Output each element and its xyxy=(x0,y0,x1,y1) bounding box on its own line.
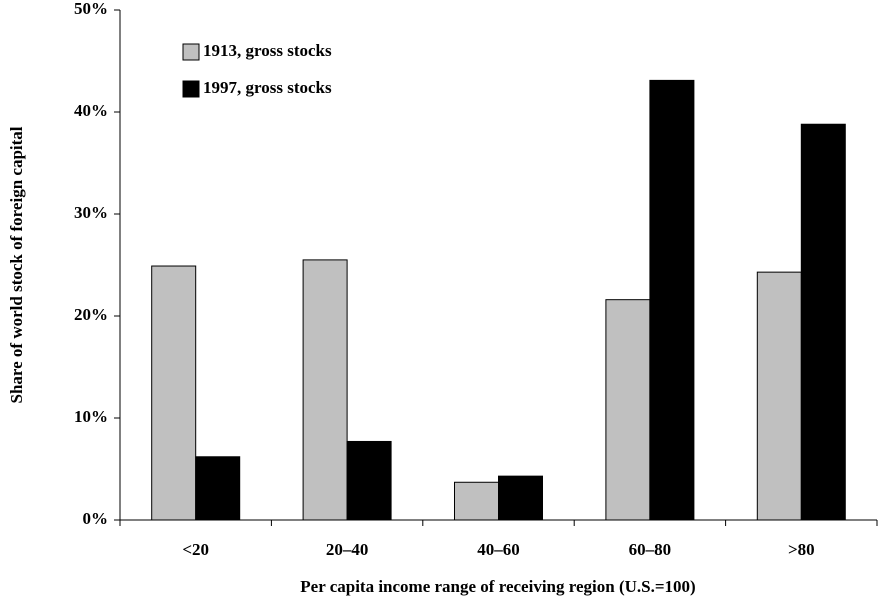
bar xyxy=(454,481,499,521)
x-tick-label: >80 xyxy=(788,540,815,559)
y-tick-label: 10% xyxy=(74,407,108,426)
x-tick-label: 40–60 xyxy=(477,540,520,559)
y-tick-label: 20% xyxy=(74,305,108,324)
y-axis-title: Share of world stock of foreign capital xyxy=(7,126,26,403)
y-tick-label: 30% xyxy=(74,203,108,222)
bar xyxy=(649,79,695,521)
x-axis-title: Per capita income range of receiving reg… xyxy=(300,577,695,596)
bar xyxy=(498,475,543,521)
bar xyxy=(605,299,651,521)
x-tick-label: 60–80 xyxy=(629,540,672,559)
x-tick-label: 20–40 xyxy=(326,540,369,559)
bar xyxy=(151,265,197,521)
legend-swatch xyxy=(182,43,200,61)
y-tick-label: 50% xyxy=(74,0,108,18)
bar xyxy=(302,259,348,521)
bar xyxy=(756,271,802,521)
legend-label: 1913, gross stocks xyxy=(203,41,332,60)
legend-label: 1997, gross stocks xyxy=(203,78,332,97)
y-tick-label: 0% xyxy=(83,509,109,528)
bar xyxy=(346,440,392,521)
legend-swatch xyxy=(182,80,200,98)
bar xyxy=(800,123,846,521)
y-tick-label: 40% xyxy=(74,101,108,120)
bar xyxy=(195,456,241,521)
x-tick-label: <20 xyxy=(182,540,209,559)
